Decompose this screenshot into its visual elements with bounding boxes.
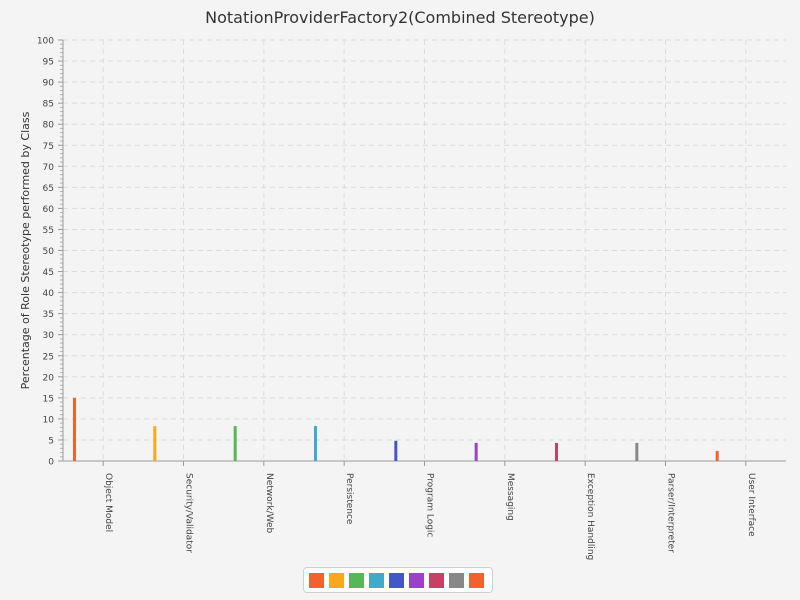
- y-tick-label: 20: [43, 373, 55, 383]
- y-tick-label: 65: [43, 184, 54, 194]
- legend-swatch: [389, 572, 404, 588]
- x-tick-label: Program Logic: [425, 473, 435, 537]
- bar: [233, 426, 237, 461]
- y-tick-label: 90: [43, 79, 55, 89]
- y-tick-label: 75: [43, 142, 54, 152]
- legend-swatch: [429, 572, 444, 588]
- y-tick-label: 40: [43, 289, 55, 299]
- legend: [303, 567, 493, 593]
- y-tick-label: 80: [43, 121, 55, 131]
- legend-swatch: [309, 572, 324, 588]
- x-tick-label: Exception Handling: [585, 473, 595, 560]
- y-tick-label: 100: [37, 37, 54, 47]
- y-tick-label: 0: [48, 458, 54, 468]
- x-tick-label: Security/Validator: [184, 473, 194, 553]
- x-tick-label: Parser/Interpreter: [666, 473, 676, 553]
- bars-layer: [73, 397, 719, 461]
- bar: [555, 442, 558, 461]
- y-tick-label: 60: [43, 205, 55, 215]
- y-axis-label: Percentage of Role Stereotype performed …: [19, 111, 32, 389]
- y-tick-label: 25: [43, 352, 54, 362]
- legend-swatch: [469, 572, 484, 588]
- x-tick-label: Object Model: [103, 473, 113, 532]
- x-tick-label: Persistence: [344, 473, 354, 525]
- y-tick-label: 10: [43, 415, 55, 425]
- chart-title: NotationProviderFactory2(Combined Stereo…: [205, 8, 595, 27]
- y-tick-label: 5: [48, 436, 54, 446]
- axis-layer: 0 5 10 15 20 25 30 35 40 45 50 55 60 65 70 75 80 85 90 95 10…: [37, 37, 786, 468]
- y-tick-label: 35: [43, 310, 54, 320]
- legend-swatch: [329, 572, 344, 588]
- x-tick-label: Messaging: [505, 473, 515, 521]
- bar: [635, 442, 639, 461]
- legend-swatch: [369, 572, 384, 588]
- y-tick-label: 45: [43, 268, 54, 278]
- legend-swatch: [409, 572, 424, 588]
- y-tick-label: 50: [43, 247, 55, 257]
- bar: [474, 442, 478, 461]
- legend-swatch: [349, 572, 364, 588]
- y-tick-label: 30: [43, 331, 55, 341]
- y-tick-label: 70: [43, 163, 55, 173]
- legend-swatch: [449, 572, 464, 588]
- y-tick-label: 15: [43, 394, 54, 404]
- y-tick-label: 55: [43, 226, 54, 236]
- bar: [394, 440, 398, 461]
- y-tick-label: 85: [43, 100, 54, 110]
- y-tick-label: 95: [43, 58, 54, 68]
- grid-layer: [63, 39, 786, 461]
- bar: [153, 426, 157, 461]
- bar: [715, 450, 719, 461]
- x-tick-label: Network/Web: [264, 473, 274, 534]
- x-tick-label: User Interface: [746, 473, 756, 537]
- bar: [314, 426, 317, 461]
- x-tick-labels: Object Model Security/Validator Network/We…: [103, 473, 756, 560]
- bar: [73, 397, 76, 461]
